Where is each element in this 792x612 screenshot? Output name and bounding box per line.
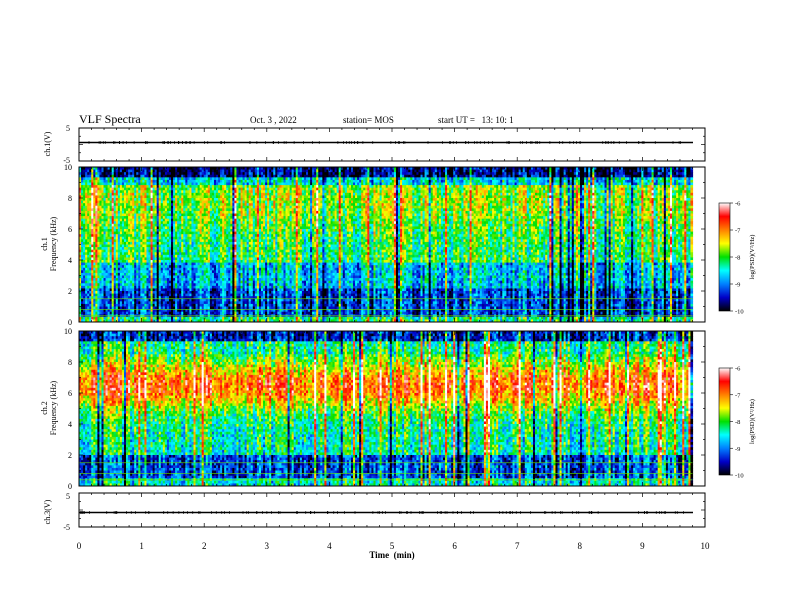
time-tick-label: 5 [390, 541, 395, 551]
ch3-waveform-frame [78, 492, 706, 528]
time-tick-label: 6 [452, 541, 457, 551]
time-axis: 0 1 2 3 4 5 6 7 8 9 10 [77, 541, 710, 551]
ch1-ytick-top: 5 [66, 124, 70, 133]
time-axis-label: Time (min) [369, 550, 414, 560]
ch2-ytick-label: 10 [64, 327, 72, 336]
ch2-spectrogram-ylabel: Frequency (kHz) [49, 380, 58, 435]
time-tick-label: 8 [578, 541, 583, 551]
ch1-waveform-ylabel: ch.1(V) [43, 131, 52, 156]
ch2-spectrogram-image [79, 331, 705, 486]
ch1-ytick-label: 0 [68, 318, 72, 327]
time-tick-label: 3 [265, 541, 270, 551]
ch1-ytick-label: 6 [68, 225, 72, 234]
time-tick-label: 7 [515, 541, 520, 551]
ch1-spectrogram-image [79, 167, 705, 322]
ch2-spectrogram-panel: 0 2 4 6 8 10 ch.2 Frequency (kHz) -6 -7 -8 -9 -10… [40, 327, 756, 491]
figure-title: VLF Spectra [79, 112, 141, 126]
colorbar-tick-label: -9 [735, 282, 740, 289]
start-ut-label: start UT = 13: 10: 1 [438, 115, 514, 125]
time-tick-label: 10 [701, 541, 711, 551]
colorbar-tick-label: -8 [735, 255, 740, 262]
ch2-ytick-label: 8 [68, 358, 72, 367]
colorbar-label: log(PSD)(V²/Hz) [749, 235, 756, 280]
ch1-ytick-bottom: -5 [63, 156, 70, 165]
colorbar-tick-label: -6 [735, 201, 741, 208]
ch3-waveform-panel: 5 -5 ch.3(V) [43, 492, 706, 532]
station-label: station= MOS [343, 115, 394, 125]
time-tick-label: 2 [202, 541, 207, 551]
ch3-ytick-top: 5 [66, 492, 70, 501]
ch1-spectrogram-ylabel-channel: ch.1 [40, 237, 49, 251]
ch1-waveform-frame [78, 127, 706, 162]
ch1-ytick-label: 8 [68, 194, 72, 203]
date-label: Oct. 3 , 2022 [250, 115, 297, 125]
ch2-ytick-label: 0 [68, 482, 72, 491]
colorbar [718, 202, 731, 312]
ch1-ytick-label: 2 [68, 287, 72, 296]
colorbar-tick-label: -10 [735, 473, 744, 480]
ch1-waveform-panel: 5 -5 ch.1(V) [43, 124, 706, 165]
colorbar-tick-label: -8 [735, 419, 740, 426]
ch3-waveform-ylabel: ch.3(V) [43, 499, 52, 524]
time-tick-label: 9 [640, 541, 645, 551]
ch1-spectrogram-panel: 0 2 4 6 8 10 ch.1 Frequency (kHz) -6 -7 -8 -9 -10… [40, 163, 756, 327]
ch2-ytick-label: 4 [68, 420, 72, 429]
ch2-ytick-label: 2 [68, 451, 72, 460]
colorbar-tick-label: -10 [735, 309, 744, 316]
time-tick-label: 4 [327, 541, 332, 551]
colorbar [718, 367, 731, 476]
ch1-ytick-label: 10 [64, 163, 72, 172]
ch1-ytick-label: 4 [68, 256, 72, 265]
ch2-ytick-label: 6 [68, 389, 72, 398]
colorbar-tick-label: -7 [735, 228, 741, 235]
colorbar-label: log(PSD)(V²/Hz) [749, 399, 756, 444]
colorbar-tick-label: -6 [735, 366, 741, 373]
ch2-spectrogram-ylabel-channel: ch.2 [40, 401, 49, 415]
ch3-ytick-bottom: -5 [63, 523, 70, 532]
colorbar-tick-label: -9 [735, 446, 740, 453]
time-tick-label: 1 [139, 541, 144, 551]
time-tick-label: 0 [77, 541, 82, 551]
colorbar-tick-label: -7 [735, 392, 741, 399]
ch1-spectrogram-ylabel: Frequency (kHz) [49, 216, 58, 271]
